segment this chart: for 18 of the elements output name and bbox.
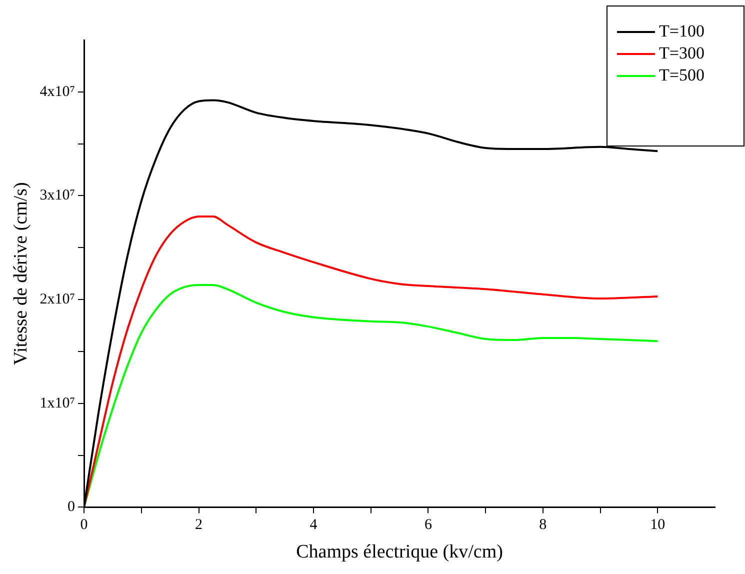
- x-tick-label: 0: [80, 517, 88, 534]
- y-tick-label: 4x10⁷: [40, 84, 76, 100]
- x-tick-label: 6: [424, 517, 432, 534]
- x-tick-label: 4: [310, 517, 318, 534]
- legend-label: T=500: [659, 65, 704, 84]
- x-axis-title: Champs électrique (kv/cm): [296, 542, 503, 563]
- line-series: [84, 216, 659, 508]
- x-tick-label: 2: [195, 517, 202, 534]
- line-series: [84, 284, 659, 508]
- legend-label: T=100: [659, 21, 704, 40]
- y-tick-label: 2x10⁷: [40, 291, 76, 308]
- x-tick-label: 10: [650, 517, 666, 534]
- y-axis-title: Vitesse de dérive (cm/s): [10, 182, 32, 366]
- y-tick-label: 1x10⁷: [40, 395, 76, 412]
- x-tick-label: 8: [539, 517, 547, 534]
- y-tick-label: 3x10⁷: [40, 188, 76, 204]
- legend-label: T=300: [659, 43, 704, 62]
- y-tick-label: 0: [68, 499, 76, 516]
